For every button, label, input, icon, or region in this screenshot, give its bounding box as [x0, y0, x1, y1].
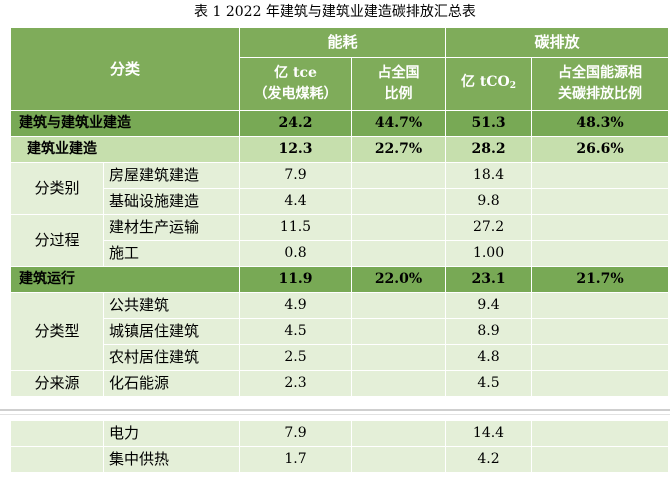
- table-row: 分来源 化石能源 2.3 4.5: [10, 370, 670, 397]
- cell-value: 4.2: [445, 446, 532, 473]
- cell-value: 14.4: [445, 420, 532, 447]
- cell-value: 44.7%: [351, 110, 447, 137]
- table-row: 集中供热 1.7 4.2: [10, 446, 669, 473]
- cell-value: 27.2: [445, 214, 533, 241]
- cell-value: 2.3: [239, 370, 353, 397]
- group-label: 分过程: [10, 214, 104, 267]
- cell-value: 4.4: [239, 188, 353, 215]
- cell-value: 7.9: [239, 162, 353, 189]
- cell-value: 22.7%: [351, 136, 447, 163]
- group-label: 分类型: [10, 292, 104, 371]
- header-carbon-share: 占全国能源相 关碳排放比例: [531, 57, 670, 111]
- header-energy-share: 占全国 比例: [351, 57, 447, 111]
- row-label: 基础设施建造: [102, 188, 241, 215]
- cell-value: 1.7: [239, 446, 352, 473]
- page-break: [0, 408, 670, 418]
- table-row: 电力 7.9 14.4: [10, 420, 669, 447]
- emissions-table-continued: 电力 7.9 14.4 集中供热 1.7 4.2: [10, 420, 669, 473]
- cell-value: 4.5: [445, 370, 533, 397]
- cell-value: 48.3%: [531, 110, 670, 137]
- table-row: 分类型 公共建筑 4.9 9.4: [10, 292, 670, 371]
- cell-value: 8.9: [445, 318, 533, 345]
- header-carbon-amount: 亿 tCO2: [445, 57, 533, 111]
- cell-value: 51.3: [445, 110, 533, 137]
- table-row: 分过程 建材生产运输 11.5 27.2: [10, 214, 670, 267]
- cell-value: 7.9: [239, 420, 352, 447]
- row-label: 建材生产运输: [102, 214, 241, 241]
- row-label: 农村居住建筑: [102, 344, 241, 371]
- cell-value: 21.7%: [531, 266, 670, 293]
- header-category: 分类: [9, 27, 241, 111]
- table-row: 建筑与建筑业建造 24.2 44.7% 51.3 48.3%: [9, 110, 670, 137]
- table-row: 分类别 房屋建筑建造 7.9 18.4: [10, 162, 670, 215]
- table-row: 建筑运行 11.9 22.0% 23.1 21.7%: [9, 266, 670, 293]
- cell-value: 4.5: [239, 318, 353, 345]
- header-carbon: 碳排放: [445, 27, 670, 58]
- emissions-table: 分类 能耗 碳排放 亿 tce （发电煤耗） 占全国 比例 亿 tCO2 占全国能源…: [9, 27, 670, 397]
- row-label: 化石能源: [102, 370, 241, 397]
- row-label: 电力: [103, 420, 240, 447]
- table-row: 基础设施建造 4.4 9.8: [10, 188, 670, 215]
- cell-value: 23.1: [445, 266, 533, 293]
- page-break-line: [0, 409, 670, 411]
- cell-value: 1.00: [445, 240, 533, 267]
- row-label: 房屋建筑建造: [102, 162, 241, 189]
- group-label: [10, 420, 104, 447]
- cell-value: 18.4: [445, 162, 533, 189]
- row-label: 公共建筑: [102, 292, 241, 319]
- table-row: 城镇居住建筑 4.5 8.9: [10, 318, 670, 345]
- row-label: 施工: [102, 240, 241, 267]
- table-row: 农村居住建筑 2.5 4.8: [10, 344, 670, 371]
- cell-value: 9.4: [445, 292, 533, 319]
- cell-value: 26.6%: [531, 136, 670, 163]
- cell-value: 9.8: [445, 188, 533, 215]
- table-title: 表 1 2022 年建筑与建筑业建造碳排放汇总表: [194, 4, 476, 20]
- cell-value: 11.5: [239, 214, 353, 241]
- cell-value: 11.9: [239, 266, 353, 293]
- cell-value: 24.2: [239, 110, 353, 137]
- page-break-line: [0, 414, 670, 415]
- cell-value: 4.9: [239, 292, 353, 319]
- row-label: 城镇居住建筑: [102, 318, 241, 345]
- row-label: 建筑运行: [9, 266, 241, 293]
- table-row: 施工 0.8 1.00: [10, 240, 670, 267]
- cell-value: 12.3: [239, 136, 353, 163]
- cell-value: 0.8: [239, 240, 353, 267]
- row-label: 集中供热: [103, 446, 240, 473]
- cell-value: 2.5: [239, 344, 353, 371]
- row-label: 建筑业建造: [9, 136, 241, 163]
- group-label: 分类别: [10, 162, 104, 215]
- cell-value: 22.0%: [351, 266, 447, 293]
- group-label: [10, 446, 104, 473]
- row-label: 建筑与建筑业建造: [9, 110, 241, 137]
- table-row: 建筑业建造 12.3 22.7% 28.2 26.6%: [9, 136, 670, 163]
- header-energy-amount: 亿 tce （发电煤耗）: [239, 57, 353, 111]
- cell-value: 4.8: [445, 344, 533, 371]
- cell-value: 28.2: [445, 136, 533, 163]
- group-label: 分来源: [10, 370, 104, 397]
- header-energy: 能耗: [239, 27, 447, 58]
